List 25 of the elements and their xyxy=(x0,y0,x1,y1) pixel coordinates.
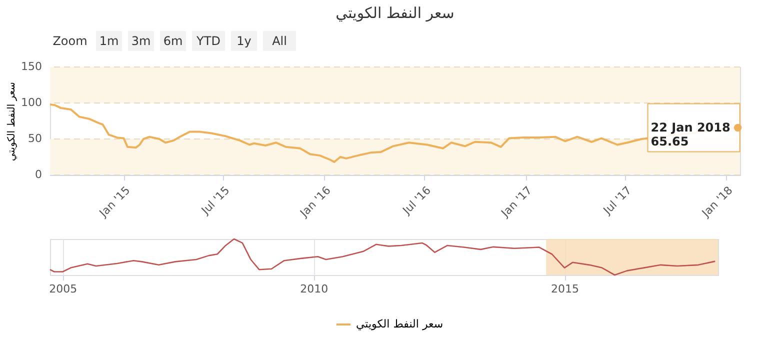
text: 3m xyxy=(131,34,151,48)
x-tick-label: Jan '16 xyxy=(296,184,334,220)
x-tick-label: Jul '16 xyxy=(400,184,434,218)
y-tick-label: 50 xyxy=(28,132,42,145)
x-tick-label: 2005 xyxy=(49,282,78,296)
text: All xyxy=(272,34,287,48)
text: Zoom xyxy=(52,34,88,48)
y-tick-label: 150 xyxy=(21,60,42,73)
text: 1m xyxy=(99,34,119,48)
text: YTD xyxy=(196,34,220,48)
x-tick-label: Jan '18 xyxy=(698,184,736,220)
y-tick-label: 0 xyxy=(35,168,42,181)
x-tick-label: 2015 xyxy=(551,282,579,296)
chart-title: سعر النفط الكويتي xyxy=(336,4,454,22)
x-tick-label: 2010 xyxy=(300,282,328,296)
text: 1y xyxy=(236,34,252,48)
x-tick-label: Jul '15 xyxy=(198,184,232,218)
text: 6m xyxy=(163,34,183,48)
y-axis-title: سعر النفط الكويتي xyxy=(6,82,18,162)
legend-label: سعر النفط الكويتي xyxy=(356,318,444,330)
x-tick-label: Jul '17 xyxy=(600,184,634,218)
annotation: 22 Jan 2018 65.65 xyxy=(650,120,730,149)
x-tick-label: Jan '17 xyxy=(498,184,535,220)
x-tick-label: Jan '15 xyxy=(96,184,133,220)
y-tick-label: 100 xyxy=(21,96,42,109)
